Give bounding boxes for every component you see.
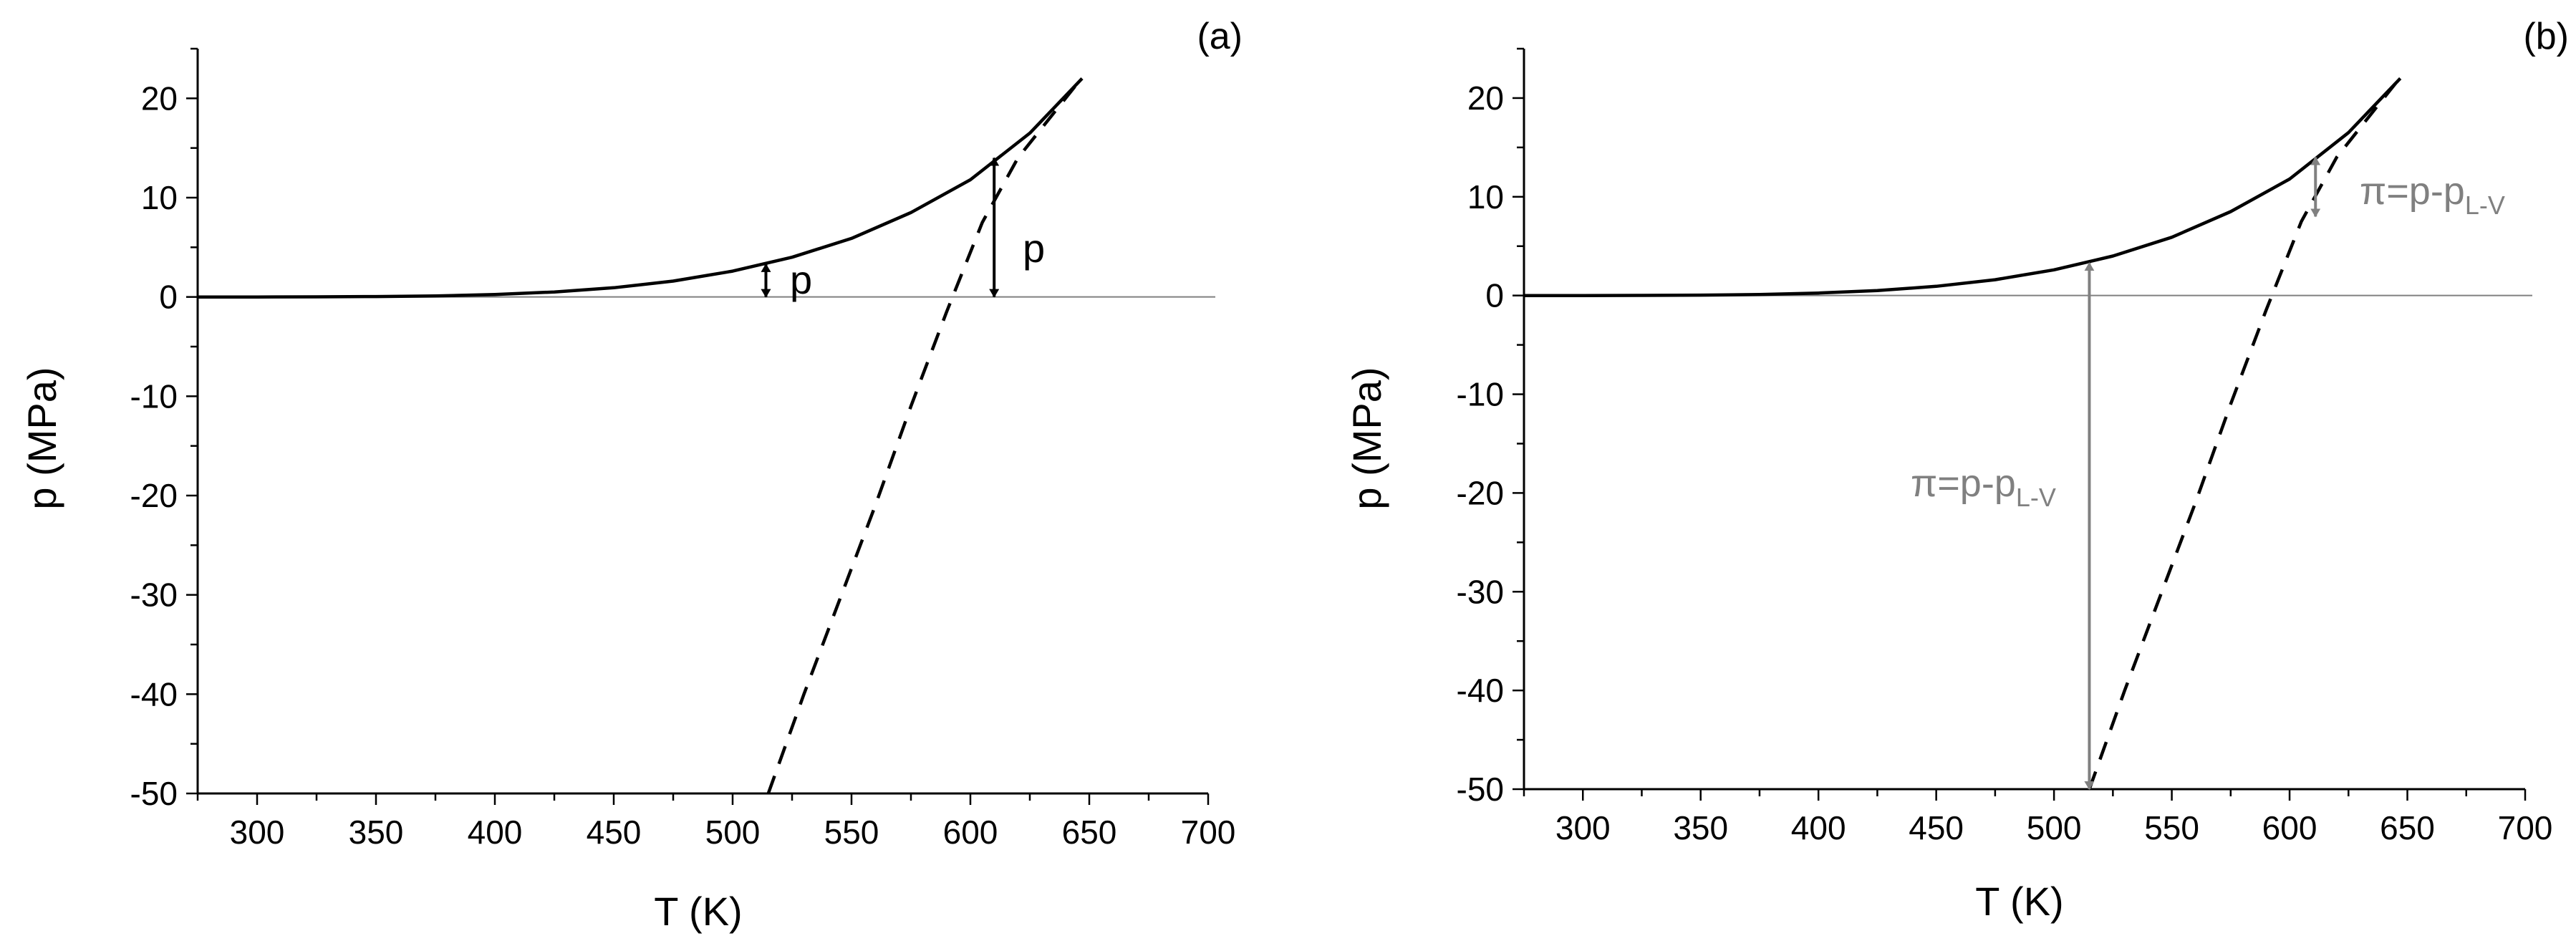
- x-tick-label-a: 700: [1181, 814, 1236, 851]
- y-tick-label-b: -20: [1457, 474, 1504, 511]
- plot-area-a: 300 350 400 450 500 550 600 650 700 20 10 0 -10 -20 -3…: [130, 47, 1236, 851]
- x-tick-label-a: 550: [824, 814, 879, 851]
- pi-label-lower-main: π=p-p: [1911, 462, 2016, 505]
- x-tick-label-a: 650: [1062, 814, 1117, 851]
- x-tick-label-a: 300: [230, 814, 285, 851]
- x-tick-label-a: 600: [943, 814, 998, 851]
- x-tick-label-a: 500: [705, 814, 761, 851]
- y-tick-label-b: -40: [1457, 672, 1504, 709]
- panel-b: 300 350 400 450 500 550 600 650 700 20 10 0 -10 -20 -3…: [1344, 16, 2569, 924]
- pi-label-lower-sub: L-V: [2016, 483, 2056, 512]
- solid-curve-a: [198, 77, 1084, 299]
- x-tick-label-b: 650: [2380, 809, 2435, 846]
- arrow-label-a-right: p: [1023, 226, 1045, 271]
- pi-label-upper-main: π=p-p: [2360, 170, 2465, 213]
- x-tick-label-b: 350: [1673, 809, 1728, 846]
- x-tick-label-b: 600: [2262, 809, 2317, 846]
- pi-label-upper-sub: L-V: [2465, 190, 2505, 220]
- y-tick-label-a: -40: [130, 675, 178, 713]
- solid-curve-b: [1524, 77, 2402, 297]
- arrow-label-a-left: p: [790, 257, 812, 302]
- panel-label-a: (a): [1197, 16, 1243, 57]
- y-tick-label-b: -10: [1457, 376, 1504, 413]
- x-axis-title-b: T (K): [1975, 879, 2063, 924]
- dashed-curve-a: [766, 82, 1079, 794]
- x-tick-label-b: 300: [1555, 809, 1611, 846]
- y-tick-label-a: -50: [130, 775, 178, 812]
- y-tick-label-a: 0: [159, 279, 178, 316]
- y-tick-label-b: 20: [1467, 79, 1504, 117]
- y-tick-label-b: -30: [1457, 573, 1504, 610]
- x-tick-label-b: 550: [2144, 809, 2199, 846]
- dashed-curve-b: [2088, 82, 2397, 790]
- pi-label-lower: π=p-pL-V: [1911, 462, 2056, 512]
- x-tick-label-a: 400: [468, 814, 523, 851]
- panel-a: 300 350 400 450 500 550 600 650 700 20 10 0 -10 -20 -3…: [19, 16, 1243, 934]
- x-tick-label-a: 350: [349, 814, 404, 851]
- x-tick-label-b: 500: [2027, 809, 2082, 846]
- y-tick-label-a: 10: [141, 179, 178, 216]
- panel-label-b: (b): [2523, 16, 2569, 57]
- y-tick-label-b: 0: [1485, 277, 1504, 314]
- pi-label-upper: π=p-pL-V: [2360, 170, 2505, 220]
- y-axis-title-b: p (MPa): [1344, 367, 1389, 509]
- y-axis-title-a: p (MPa): [19, 367, 64, 509]
- x-axis-title-a: T (K): [654, 889, 742, 934]
- y-tick-label-a: -30: [130, 576, 178, 614]
- x-tick-label-b: 700: [2498, 809, 2553, 846]
- x-tick-label-b: 400: [1791, 809, 1846, 846]
- y-tick-label-b: 10: [1467, 178, 1504, 216]
- y-tick-label-a: -10: [130, 377, 178, 415]
- plot-area-b: 300 350 400 450 500 550 600 650 700 20 10 0 -10 -20 -3…: [1457, 47, 2553, 846]
- y-tick-label-b: -50: [1457, 771, 1504, 808]
- x-tick-label-b: 450: [1909, 809, 1964, 846]
- y-tick-label-a: -20: [130, 477, 178, 514]
- x-tick-label-a: 450: [587, 814, 642, 851]
- y-tick-label-a: 20: [141, 79, 178, 117]
